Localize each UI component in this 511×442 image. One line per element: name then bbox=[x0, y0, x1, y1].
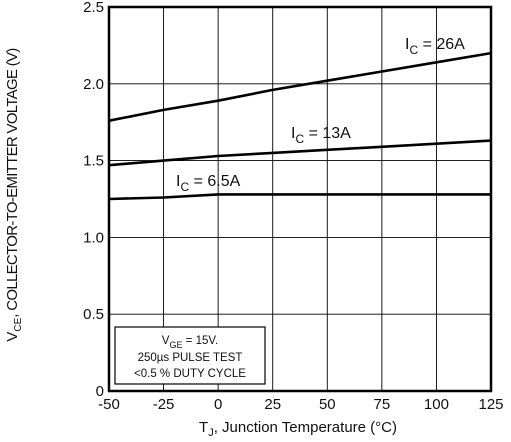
x-tick-label: 75 bbox=[374, 396, 391, 413]
y-tick-label: 0 bbox=[96, 383, 104, 400]
y-tick-label: 2.5 bbox=[83, 0, 104, 16]
note-line-2: 250µs PULSE TEST bbox=[138, 352, 243, 364]
label-ic-6-5a: IC = 6.5A bbox=[176, 173, 241, 194]
y-tick-label: 1.0 bbox=[83, 229, 104, 246]
note-vge-sub: GE bbox=[169, 340, 182, 350]
label-ic-6-5a-main: I bbox=[176, 173, 180, 190]
x-axis-title-rest: , Junction Temperature (°C) bbox=[214, 419, 397, 436]
note-line-1: VGE = 15V. bbox=[162, 335, 218, 350]
label-ic-13a-sub: C bbox=[295, 132, 304, 146]
x-tick-labels: -50 -25 0 25 50 75 100 125 bbox=[98, 396, 503, 413]
x-axis-title: TJ, Junction Temperature (°C) bbox=[199, 419, 397, 439]
x-axis-title-sub: J bbox=[208, 427, 214, 439]
note-vge-rest: = 15V. bbox=[182, 335, 218, 347]
test-conditions-frame bbox=[114, 326, 266, 385]
x-tick-label: -25 bbox=[153, 396, 175, 413]
label-ic-6-5a-rest: = 6.5A bbox=[189, 173, 240, 190]
plot-frame bbox=[107, 5, 493, 393]
curves bbox=[108, 51, 492, 201]
y-tick-label: 1.5 bbox=[83, 153, 104, 170]
grid bbox=[109, 7, 491, 391]
test-conditions-box: VGE = 15V. 250µs PULSE TEST <0.5 % DUTY … bbox=[114, 326, 266, 385]
x-tick-label: 50 bbox=[319, 396, 336, 413]
curve-ic-13a bbox=[108, 139, 492, 167]
y-tick-labels: 0 0.5 1.0 1.5 2.0 2.5 bbox=[83, 0, 104, 400]
note-vge-main: V bbox=[162, 335, 170, 347]
label-ic-13a-rest: = 13A bbox=[304, 125, 351, 142]
y-tick-label: 2.0 bbox=[83, 76, 104, 93]
label-ic-6-5a-sub: C bbox=[180, 180, 189, 194]
label-ic-13a: IC = 13A bbox=[291, 125, 351, 146]
y-axis-title: VCE, COLLECTOR-TO-EMITTER VOLTAGE (V) bbox=[4, 48, 24, 342]
x-tick-label: 100 bbox=[424, 396, 449, 413]
y-axis-title-main: V bbox=[4, 332, 21, 342]
label-ic-26a-rest: = 26A bbox=[418, 36, 465, 53]
y-axis-title-sub: CE bbox=[13, 317, 24, 331]
x-axis-title-main: T bbox=[199, 419, 208, 436]
label-ic-26a: IC = 26A bbox=[405, 36, 465, 57]
label-ic-13a-main: I bbox=[291, 125, 295, 142]
y-tick-label: 0.5 bbox=[83, 306, 104, 323]
curve-ic-26a bbox=[108, 51, 492, 122]
x-tick-label: 125 bbox=[478, 396, 503, 413]
y-axis-title-rest: , COLLECTOR-TO-EMITTER VOLTAGE (V) bbox=[4, 48, 21, 318]
x-tick-label: 25 bbox=[264, 396, 281, 413]
label-ic-26a-main: I bbox=[405, 36, 409, 53]
label-ic-26a-sub: C bbox=[409, 43, 418, 57]
x-tick-label: -50 bbox=[98, 396, 120, 413]
x-tick-label: 0 bbox=[214, 396, 222, 413]
curve-ic-6-5a bbox=[108, 193, 491, 201]
note-line-3: <0.5 % DUTY CYCLE bbox=[134, 368, 246, 380]
